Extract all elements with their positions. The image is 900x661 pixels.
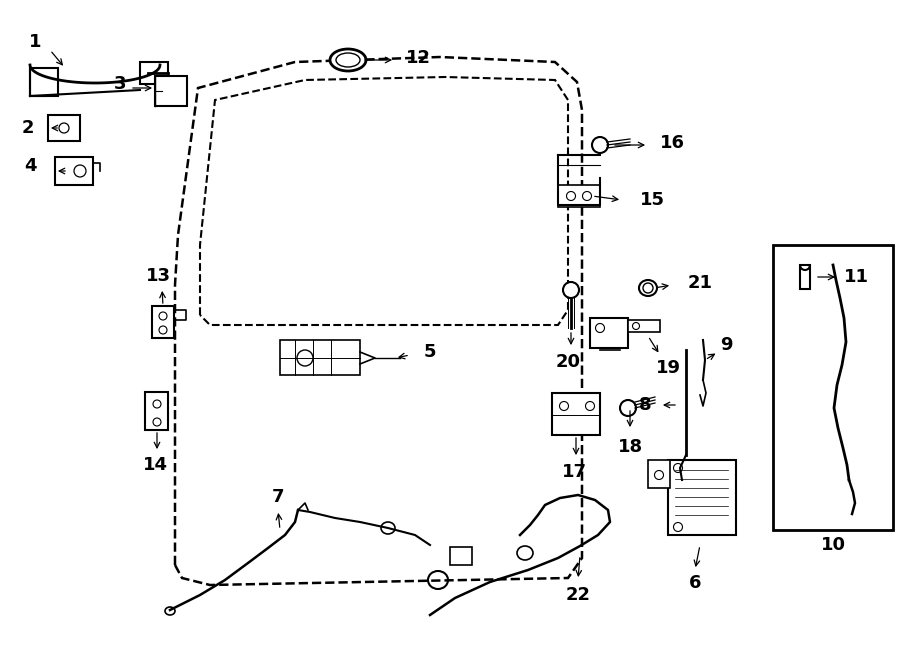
Text: 17: 17 — [562, 463, 587, 481]
Text: 15: 15 — [640, 191, 664, 209]
Ellipse shape — [566, 192, 575, 200]
Ellipse shape — [586, 401, 595, 410]
Text: 9: 9 — [720, 336, 733, 354]
Bar — [628, 320, 660, 332]
Text: 5: 5 — [424, 343, 436, 361]
Ellipse shape — [620, 400, 636, 416]
Ellipse shape — [153, 418, 161, 426]
Bar — [558, 185, 600, 207]
Ellipse shape — [153, 400, 161, 408]
Bar — [145, 392, 168, 430]
Bar — [48, 115, 80, 141]
Bar — [773, 245, 893, 530]
Ellipse shape — [592, 137, 608, 153]
Bar — [152, 306, 174, 338]
Text: 1: 1 — [29, 33, 41, 51]
Ellipse shape — [633, 323, 640, 329]
Text: 12: 12 — [406, 49, 430, 67]
Bar — [450, 547, 472, 565]
Text: 14: 14 — [142, 456, 167, 474]
Text: 18: 18 — [617, 438, 643, 456]
Ellipse shape — [74, 165, 86, 177]
Text: 10: 10 — [821, 536, 845, 554]
Bar — [155, 76, 187, 106]
Ellipse shape — [596, 323, 605, 332]
Bar — [668, 460, 736, 535]
Ellipse shape — [563, 282, 579, 298]
Bar — [648, 460, 670, 488]
Ellipse shape — [59, 123, 69, 133]
Text: 16: 16 — [660, 134, 685, 152]
Ellipse shape — [159, 312, 167, 320]
Ellipse shape — [673, 463, 682, 473]
Ellipse shape — [297, 350, 313, 366]
Bar — [552, 393, 600, 435]
Bar — [140, 62, 168, 84]
Bar — [590, 318, 628, 348]
Bar — [800, 265, 810, 289]
Text: 8: 8 — [639, 396, 652, 414]
Text: 4: 4 — [23, 157, 36, 175]
Text: 7: 7 — [272, 488, 284, 506]
Ellipse shape — [330, 49, 366, 71]
Bar — [280, 340, 360, 375]
Text: 2: 2 — [22, 119, 34, 137]
Text: 21: 21 — [688, 274, 713, 292]
Text: 22: 22 — [565, 586, 590, 604]
Ellipse shape — [654, 471, 663, 479]
Text: 3: 3 — [113, 75, 126, 93]
Text: 13: 13 — [146, 267, 170, 285]
Ellipse shape — [336, 53, 360, 67]
Text: 11: 11 — [843, 268, 868, 286]
Ellipse shape — [673, 522, 682, 531]
Ellipse shape — [582, 192, 591, 200]
Text: 20: 20 — [555, 353, 580, 371]
Ellipse shape — [643, 283, 653, 293]
Bar — [55, 157, 93, 185]
Ellipse shape — [560, 401, 569, 410]
Text: 19: 19 — [655, 359, 680, 377]
Text: 6: 6 — [688, 574, 701, 592]
Bar — [30, 68, 58, 96]
Ellipse shape — [159, 326, 167, 334]
Ellipse shape — [639, 280, 657, 296]
Ellipse shape — [165, 607, 175, 615]
